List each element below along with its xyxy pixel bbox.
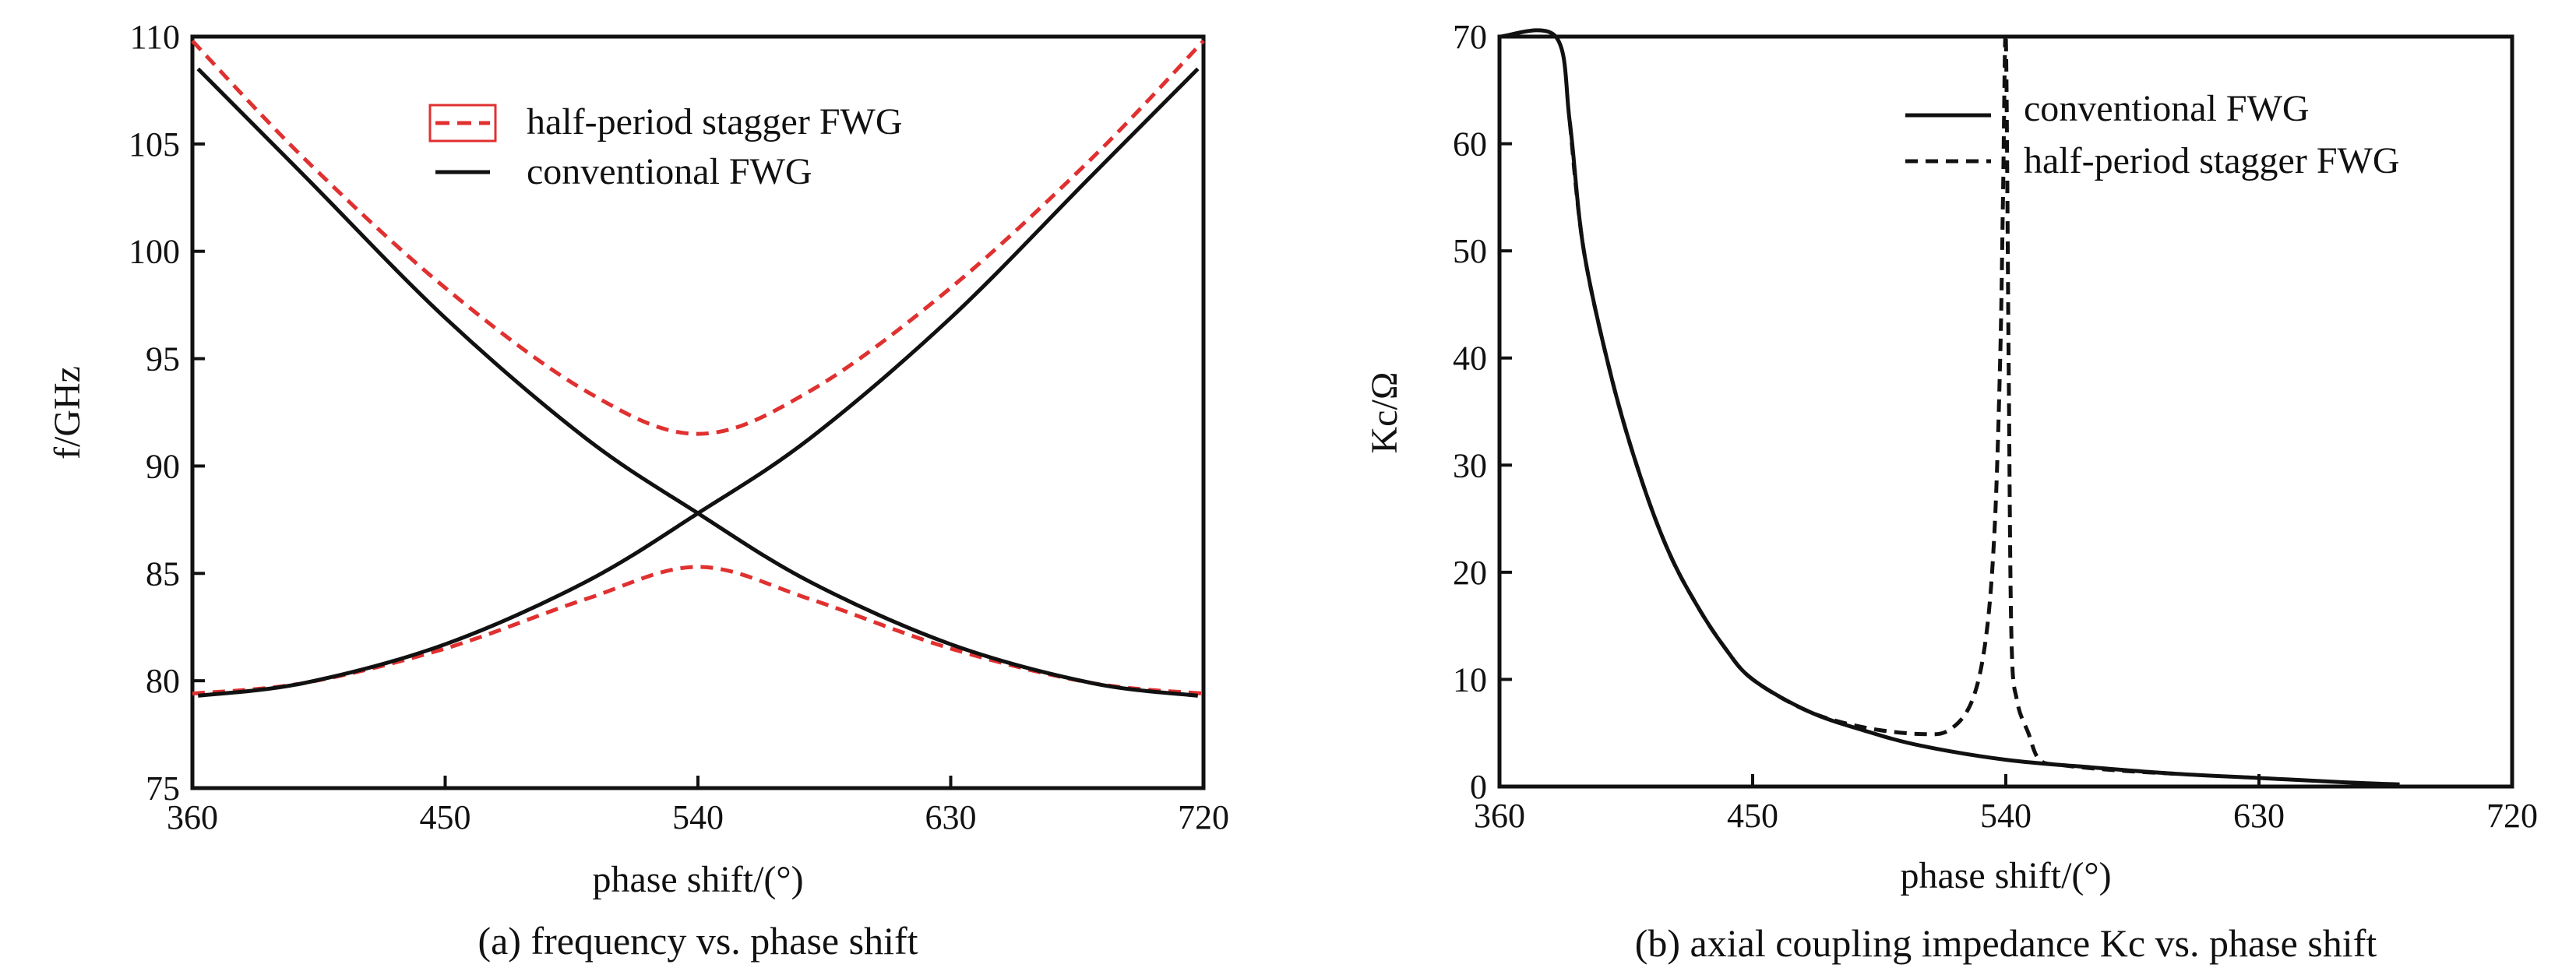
y-axis-label: Kc/Ω: [1364, 372, 1405, 454]
y-tick-label: 20: [1453, 554, 1487, 592]
y-tick-label: 30: [1453, 446, 1487, 484]
x-tick-label: 720: [1178, 798, 1229, 836]
y-tick-label: 70: [1453, 18, 1487, 56]
x-tick-label: 630: [925, 798, 977, 836]
chart-frequency-vs-phase-shift: 360 450 540 630 720 75 80 85 90 95 100 105 110 half…: [47, 18, 1229, 963]
y-tick-label: 80: [146, 662, 180, 700]
caption: (b) axial coupling impedance Kc vs. phas…: [1635, 921, 2377, 965]
y-tick-label: 85: [146, 554, 180, 593]
x-tick-label: 450: [420, 798, 471, 836]
legend: half-period stagger FWG conventional FWG: [428, 101, 903, 192]
x-tick-label: 450: [1727, 797, 1778, 835]
series-layer: [191, 39, 1205, 698]
y-tick-label: 95: [146, 340, 180, 378]
y-tick-label: 100: [129, 233, 180, 271]
y-tick-label: 50: [1453, 232, 1487, 270]
legend: conventional FWG half-period stagger FWG: [1905, 88, 2400, 181]
y-tick-label: 75: [146, 769, 180, 808]
y-tick-label: 110: [130, 18, 180, 56]
series-line-2-solid: [197, 67, 1200, 698]
y-tick-label: 40: [1453, 340, 1487, 378]
y-tick-label: 90: [146, 447, 180, 485]
legend-label-conventional: conventional FWG: [527, 151, 812, 192]
y-tick-label: 0: [1470, 768, 1487, 806]
y-tick-label: 105: [129, 125, 180, 164]
series-line-1-dashed: [191, 39, 1205, 436]
series-layer: [1499, 28, 2400, 787]
caption: (a) frequency vs. phase shift: [477, 919, 918, 963]
x-axis-label: phase shift/(°): [592, 859, 803, 900]
y-axis-label: f/GHz: [47, 366, 88, 459]
legend-label-conventional: conventional FWG: [2024, 88, 2310, 129]
y-tick-label: 10: [1453, 660, 1487, 699]
x-axis-label: phase shift/(°): [1900, 855, 2111, 896]
x-tick-label: 720: [2486, 797, 2538, 835]
y-tick-label: 60: [1453, 125, 1487, 164]
x-tick-label: 360: [1474, 797, 1525, 835]
x-tick-label: 540: [1980, 797, 2032, 835]
y-ticks: 75 80 85 90 95 100 105 110: [129, 18, 205, 808]
legend-entry-box: [428, 104, 497, 143]
x-ticks: 360 450 540 630 720: [1474, 774, 2538, 835]
x-tick-label: 540: [672, 798, 724, 836]
series-line-1-dashed: [1567, 31, 2175, 776]
legend-label-half-period: half-period stagger FWG: [2024, 140, 2400, 181]
x-ticks: 360 450 540 630 720: [167, 776, 1229, 836]
y-ticks: 0 10 20 30 40 50 60 70: [1453, 18, 1512, 806]
x-tick-label: 630: [2233, 797, 2285, 835]
x-tick-label: 360: [167, 798, 218, 836]
chart-axial-coupling-impedance-vs-phase-shift: 360 450 540 630 720 0 10 20 30 40 50 60 70 conventi…: [1364, 18, 2538, 965]
series-line-3-solid: [196, 67, 1199, 698]
legend-label-half-period: half-period stagger FWG: [527, 101, 903, 143]
